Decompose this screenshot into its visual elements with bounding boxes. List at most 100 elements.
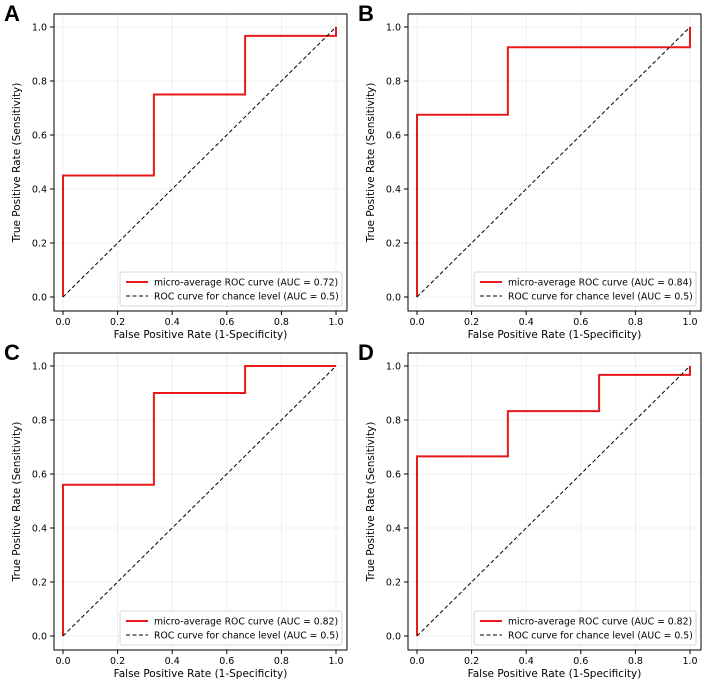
plot-frame	[53, 13, 348, 312]
y-axis-label: True Positive Rate (Sensitivity)	[11, 83, 23, 244]
x-tick-label: 0.8	[274, 317, 289, 328]
x-axis-label: False Positive Rate (1-Specificity)	[468, 329, 642, 340]
legend-box	[473, 610, 697, 646]
roc-panel-a: A 0.0 0.2 0.4 0.6 0.8 1.0 0.0 0.2 0.4 0.6 0.8 1.0 Fa…	[0, 0, 354, 341]
x-tick-label: 0.6	[573, 317, 588, 328]
legend-box	[473, 271, 697, 307]
x-tick-label: 0.4	[165, 656, 180, 667]
legend-box	[119, 610, 343, 646]
x-tick-label: 0.0	[55, 656, 70, 667]
x-tick-label: 0.8	[628, 317, 643, 328]
panel-letter: A	[4, 1, 20, 26]
legend-entry-label: ROC curve for chance level (AUC = 0.5)	[508, 292, 693, 303]
roc-curve-line	[416, 366, 691, 636]
x-tick-label: 0.0	[55, 317, 70, 328]
roc-curve-line	[62, 27, 337, 297]
plot-area	[408, 14, 701, 311]
panel-letter: C	[4, 340, 20, 365]
panel-letter: D	[358, 340, 374, 365]
x-tick-label: 0.6	[219, 317, 234, 328]
plot-area	[54, 14, 347, 311]
x-tick-label: 1.0	[682, 656, 697, 667]
y-tick-label: 0.4	[386, 185, 401, 196]
y-tick-label: 0.2	[32, 239, 47, 250]
x-axis-label: False Positive Rate (1-Specificity)	[114, 329, 288, 340]
y-tick-label: 0.8	[386, 416, 401, 427]
y-tick-label: 0.0	[32, 632, 47, 643]
roc-chart: 0.0 0.2 0.4 0.6 0.8 1.0 0.0 0.2 0.4 0.6 0.8 1.0 Fals…	[365, 352, 702, 680]
legend: micro-average ROC curve (AUC = 0.84) ROC …	[473, 271, 697, 307]
y-tick-label: 0.2	[32, 578, 47, 589]
y-axis-label: True Positive Rate (Sensitivity)	[365, 83, 377, 244]
x-tick-label: 0.2	[464, 317, 479, 328]
plot-frame	[407, 13, 702, 312]
legend-entry-label: ROC curve for chance level (AUC = 0.5)	[154, 631, 339, 642]
y-tick-label: 0.2	[386, 239, 401, 250]
legend-entry-label: micro-average ROC curve (AUC = 0.82)	[154, 617, 338, 628]
chance-level-line	[62, 365, 337, 637]
y-tick-label: 0.8	[32, 416, 47, 427]
x-tick-label: 0.4	[519, 656, 534, 667]
roc-chart: 0.0 0.2 0.4 0.6 0.8 1.0 0.0 0.2 0.4 0.6 0.8 1.0 Fals…	[11, 352, 348, 680]
roc-panel-c: C 0.0 0.2 0.4 0.6 0.8 1.0 0.0 0.2 0.4 0.6 0.8 1.0 Fa…	[0, 339, 354, 680]
chance-level-line	[62, 26, 337, 298]
roc-chart: 0.0 0.2 0.4 0.6 0.8 1.0 0.0 0.2 0.4 0.6 0.8 1.0 Fals…	[11, 13, 348, 341]
y-tick-label: 1.0	[32, 362, 47, 373]
plot-frame	[53, 352, 348, 651]
legend: micro-average ROC curve (AUC = 0.82) ROC …	[473, 610, 697, 646]
x-tick-label: 1.0	[328, 317, 343, 328]
x-tick-label: 0.4	[519, 317, 534, 328]
y-tick-label: 0.8	[32, 77, 47, 88]
roc-panel-d: D 0.0 0.2 0.4 0.6 0.8 1.0 0.0 0.2 0.4 0.6 0.8 1.0 Fa…	[354, 339, 708, 680]
x-tick-label: 0.4	[165, 317, 180, 328]
x-tick-label: 0.6	[219, 656, 234, 667]
y-tick-label: 0.6	[386, 470, 401, 481]
legend: micro-average ROC curve (AUC = 0.82) ROC …	[119, 610, 343, 646]
y-axis-label: True Positive Rate (Sensitivity)	[11, 422, 23, 583]
plot-frame	[407, 352, 702, 651]
y-tick-label: 0.6	[32, 131, 47, 142]
plot-area	[408, 353, 701, 650]
x-tick-label: 0.8	[628, 656, 643, 667]
x-axis-label: False Positive Rate (1-Specificity)	[468, 668, 642, 679]
y-tick-label: 0.4	[386, 524, 401, 535]
legend-box	[119, 271, 343, 307]
roc-curve-line	[62, 365, 336, 636]
roc-chart: 0.0 0.2 0.4 0.6 0.8 1.0 0.0 0.2 0.4 0.6 0.8 1.0 Fals…	[365, 13, 702, 341]
legend-entry-label: ROC curve for chance level (AUC = 0.5)	[154, 292, 339, 303]
roc-panel-b: B 0.0 0.2 0.4 0.6 0.8 1.0 0.0 0.2 0.4 0.6 0.8 1.0 Fa…	[354, 0, 708, 341]
legend-entry-label: ROC curve for chance level (AUC = 0.5)	[508, 631, 693, 642]
legend-entry-label: micro-average ROC curve (AUC = 0.82)	[508, 617, 692, 628]
chance-level-line	[416, 26, 691, 298]
chance-level-line	[416, 365, 691, 637]
y-tick-label: 0.8	[386, 77, 401, 88]
y-tick-label: 1.0	[386, 23, 401, 34]
legend: micro-average ROC curve (AUC = 0.72) ROC …	[119, 271, 343, 307]
x-tick-label: 0.2	[464, 656, 479, 667]
panel-letter: B	[358, 1, 374, 26]
x-tick-label: 0.8	[274, 656, 289, 667]
y-tick-label: 0.0	[32, 293, 47, 304]
x-axis-label: False Positive Rate (1-Specificity)	[114, 668, 288, 679]
y-tick-label: 0.6	[32, 470, 47, 481]
y-axis-label: True Positive Rate (Sensitivity)	[365, 422, 377, 583]
y-tick-label: 1.0	[32, 23, 47, 34]
y-tick-label: 0.2	[386, 578, 401, 589]
x-tick-label: 0.6	[573, 656, 588, 667]
y-tick-label: 0.4	[32, 524, 47, 535]
roc-curve-line	[416, 27, 691, 297]
x-tick-label: 1.0	[328, 656, 343, 667]
plot-area	[54, 353, 347, 650]
y-tick-label: 0.0	[386, 632, 401, 643]
y-tick-label: 0.6	[386, 131, 401, 142]
y-tick-label: 0.0	[386, 293, 401, 304]
x-tick-label: 0.2	[110, 317, 125, 328]
x-tick-label: 1.0	[682, 317, 697, 328]
x-tick-label: 0.0	[409, 656, 424, 667]
y-tick-label: 0.4	[32, 185, 47, 196]
x-tick-label: 0.2	[110, 656, 125, 667]
y-tick-label: 1.0	[386, 362, 401, 373]
x-tick-label: 0.0	[409, 317, 424, 328]
legend-entry-label: micro-average ROC curve (AUC = 0.84)	[508, 278, 692, 289]
legend-entry-label: micro-average ROC curve (AUC = 0.72)	[154, 278, 338, 289]
